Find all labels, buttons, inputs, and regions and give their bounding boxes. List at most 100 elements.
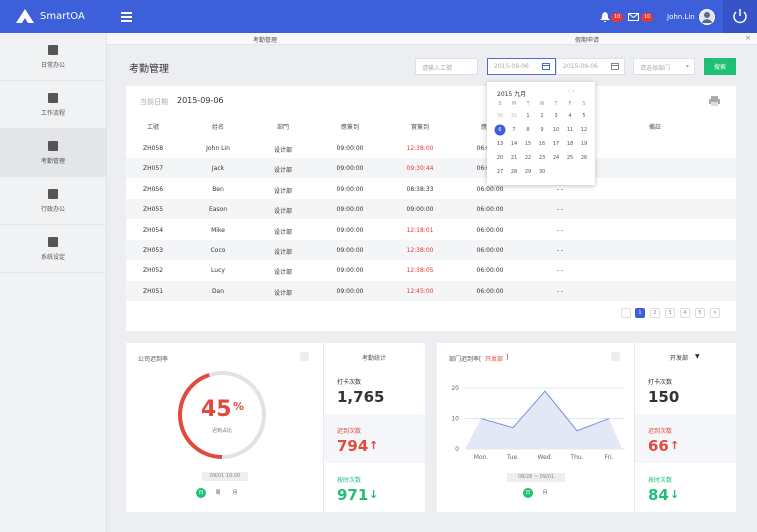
logout-button[interactable] bbox=[723, 0, 757, 33]
sidebar-item[interactable]: 行政办公 bbox=[0, 177, 106, 225]
date-from-input[interactable]: 2015-09-06 bbox=[487, 58, 556, 75]
calendar-day[interactable]: 30 bbox=[496, 113, 504, 119]
cell: - - bbox=[556, 185, 564, 193]
x-tick-label: Mon. bbox=[474, 454, 489, 461]
calendar-day[interactable]: 26 bbox=[580, 155, 588, 161]
calendar-day[interactable]: 10 bbox=[552, 127, 560, 133]
tab-close[interactable]: × bbox=[745, 34, 751, 42]
stat-block: 打卡次数 1,765 bbox=[323, 365, 425, 414]
calendar-day[interactable]: 23 bbox=[538, 155, 546, 161]
cell: ZH058 bbox=[142, 145, 164, 152]
cell: 09:00:00 bbox=[336, 185, 364, 193]
calendar-day[interactable]: 6 bbox=[498, 127, 502, 133]
stat-block: 打卡次数 150 bbox=[634, 365, 736, 414]
calendar-day[interactable]: 12 bbox=[580, 127, 588, 133]
page-button[interactable]: 2 bbox=[650, 308, 660, 318]
tab[interactable]: 假期申请 bbox=[574, 37, 599, 44]
sidebar-item[interactable]: 系统设定 bbox=[0, 225, 106, 273]
calendar-day[interactable]: 1 bbox=[526, 113, 530, 119]
calendar-day[interactable]: 14 bbox=[510, 141, 518, 147]
avatar[interactable] bbox=[699, 9, 715, 25]
date-to-input[interactable]: 2015-09-06 bbox=[556, 58, 625, 75]
gauge bbox=[178, 371, 266, 459]
cell: 09:00:00 bbox=[336, 267, 364, 275]
calendar-day[interactable]: 31 bbox=[510, 113, 518, 119]
cell: Coco bbox=[210, 247, 226, 254]
period-toggle[interactable]: 日 bbox=[196, 488, 206, 498]
calendar-day[interactable]: 17 bbox=[552, 141, 560, 147]
cell: - - bbox=[556, 206, 564, 214]
rate-caption: 迟到占比 bbox=[211, 428, 232, 434]
calendar-day[interactable]: 30 bbox=[538, 169, 546, 175]
calendar-day[interactable]: 25 bbox=[566, 155, 574, 161]
page-button[interactable]: 5 bbox=[695, 308, 705, 318]
cell: ZH056 bbox=[142, 185, 164, 193]
calendar-day[interactable]: 19 bbox=[580, 141, 588, 147]
header: SmartOA 10 10 John.Lin bbox=[0, 0, 757, 33]
employee-input[interactable]: 请输入工號 bbox=[415, 58, 478, 75]
period-toggle[interactable]: 月 bbox=[542, 490, 548, 496]
cell: 设计部 bbox=[273, 187, 292, 195]
column-header: 備註 bbox=[648, 124, 661, 131]
calendar-day[interactable]: 28 bbox=[510, 169, 518, 175]
period-toggle[interactable]: 日 bbox=[523, 488, 533, 498]
page-next[interactable]: › bbox=[710, 308, 720, 318]
cell: 06:00:00 bbox=[476, 185, 504, 193]
cell: 设计部 bbox=[273, 289, 292, 297]
page-prev[interactable] bbox=[621, 308, 631, 318]
search-button[interactable]: 搜索 bbox=[704, 58, 736, 75]
calendar-icon bbox=[542, 63, 550, 70]
sidebar-item[interactable]: 日常办公 bbox=[0, 33, 106, 81]
calendar-day[interactable]: 5 bbox=[582, 113, 586, 119]
cell: 12:38:05 bbox=[406, 267, 434, 275]
stat-value: 971 bbox=[337, 486, 369, 504]
calendar-day[interactable]: 8 bbox=[526, 127, 530, 133]
calendar-day[interactable]: 11 bbox=[566, 127, 574, 133]
page-button[interactable]: 1 bbox=[635, 308, 645, 318]
bell-icon[interactable] bbox=[600, 12, 610, 22]
cell: 08:38:33 bbox=[406, 185, 434, 193]
calendar-day[interactable]: 15 bbox=[524, 141, 532, 147]
icon-shape bbox=[48, 141, 58, 151]
tab[interactable]: 考勤管理 bbox=[252, 37, 277, 44]
calendar-day[interactable]: 2 bbox=[540, 113, 544, 119]
cell: 06:00:00 bbox=[476, 206, 504, 214]
calendar-day[interactable]: 24 bbox=[552, 155, 560, 161]
period-toggle[interactable]: 月 bbox=[232, 490, 238, 496]
calendar-day[interactable]: 3 bbox=[554, 113, 558, 119]
dept-select[interactable]: 开发部 bbox=[669, 355, 688, 362]
calendar-day[interactable]: 22 bbox=[524, 155, 532, 161]
sidebar-item[interactable]: 考勤管理 bbox=[0, 129, 106, 177]
calendar-day[interactable]: 16 bbox=[538, 141, 546, 147]
rate-unit: % bbox=[233, 400, 245, 413]
period-toggle[interactable]: 周 bbox=[215, 490, 221, 496]
calendar-nav[interactable]: ‹ › bbox=[568, 88, 575, 95]
cell: 12:45:00 bbox=[406, 287, 434, 295]
calendar-day[interactable]: 13 bbox=[496, 141, 504, 147]
print-icon[interactable] bbox=[709, 96, 720, 106]
department-placeholder: 请选择部门 bbox=[640, 65, 671, 72]
gauge-arc bbox=[178, 371, 266, 459]
user-name[interactable]: John.Lin bbox=[667, 13, 695, 21]
calendar-day[interactable]: 29 bbox=[524, 169, 532, 175]
calendar-day[interactable]: 20 bbox=[496, 155, 504, 161]
calendar-day[interactable]: 21 bbox=[510, 155, 518, 161]
card-arrow[interactable] bbox=[300, 352, 309, 361]
calendar-day[interactable]: 7 bbox=[512, 127, 516, 133]
weekday: S bbox=[498, 101, 502, 107]
stat-value: 150 bbox=[648, 388, 680, 406]
sidebar-item[interactable]: 工作流程 bbox=[0, 81, 106, 129]
calendar-day[interactable]: 4 bbox=[568, 113, 572, 119]
page-button[interactable]: 4 bbox=[680, 308, 690, 318]
stat-value: 84 bbox=[648, 486, 669, 504]
mail-icon[interactable] bbox=[628, 13, 639, 21]
calendar-day[interactable]: 9 bbox=[540, 127, 544, 133]
company-late-card: 公司迟到率 45% 迟到占比 09/01 10:00 日 周 月 考勤统计 打卡次数 1,765 迟… bbox=[126, 343, 425, 512]
department-select[interactable]: 请选择部门 ▾ bbox=[633, 58, 695, 75]
calendar-day[interactable]: 18 bbox=[566, 141, 574, 147]
menu-toggle[interactable] bbox=[121, 12, 132, 22]
card-arrow[interactable] bbox=[611, 352, 620, 361]
page-button[interactable]: 3 bbox=[665, 308, 675, 318]
dept-late-card: 部门迟到率[开发部] 0 10 20 Mon. Tue. Wed. Thu. Fri. 08/28… bbox=[437, 343, 736, 512]
calendar-day[interactable]: 27 bbox=[496, 169, 504, 175]
